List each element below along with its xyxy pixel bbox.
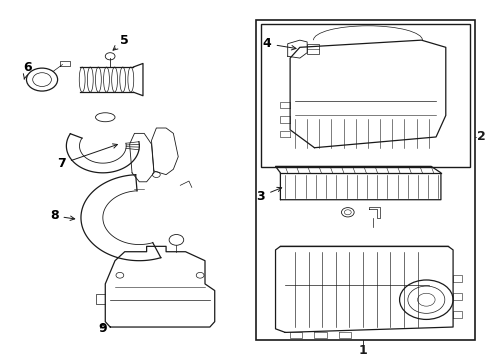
Text: 3: 3 [256, 187, 281, 203]
Text: 4: 4 [263, 37, 295, 50]
Text: 7: 7 [57, 144, 117, 170]
Text: 8: 8 [50, 210, 75, 222]
Text: 2: 2 [476, 130, 485, 144]
Bar [261, 24, 469, 167]
Text: 6: 6 [23, 60, 32, 79]
Text: 5: 5 [113, 33, 129, 50]
Text: 9: 9 [99, 322, 107, 335]
Text: 1: 1 [358, 344, 366, 357]
Bar [306, 44, 319, 54]
Bar [256, 21, 474, 339]
